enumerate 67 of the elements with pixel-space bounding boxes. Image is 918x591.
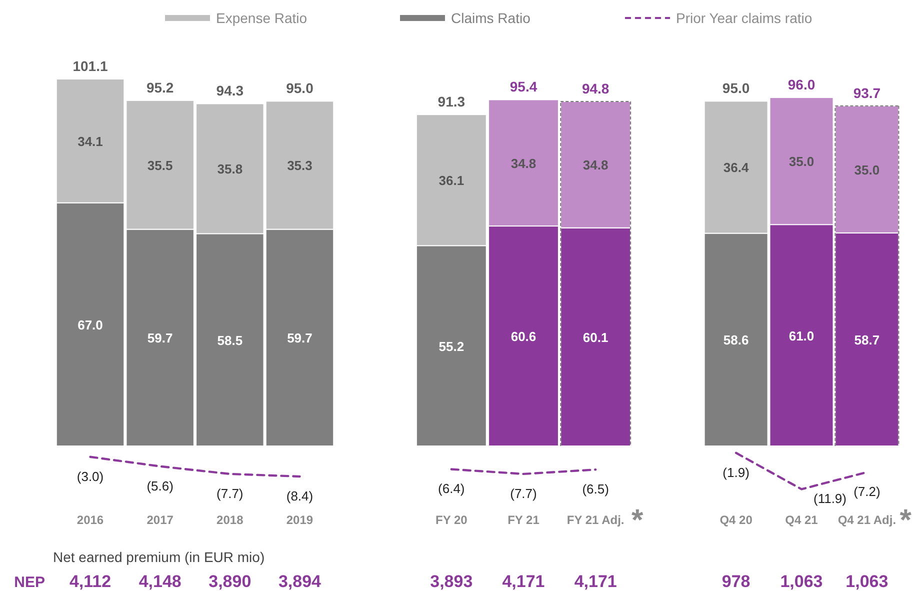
data-label: 35.3 [287, 158, 312, 174]
total-label: 95.4 [510, 78, 538, 95]
total-label: 95.2 [146, 79, 174, 96]
data-label: 36.1 [438, 173, 464, 188]
x-tick-label: FY 21 [508, 513, 540, 527]
total-label: 95.0 [722, 80, 750, 96]
data-label: 67.0 [78, 317, 103, 332]
data-label: 35.0 [854, 162, 880, 178]
text: * [900, 504, 912, 537]
x-tick-label: FY 20 [436, 513, 468, 527]
data-label: 35.0 [788, 154, 814, 170]
x-tick-label: Q4 21 Adj. [838, 513, 896, 527]
total-label: 94.3 [216, 82, 244, 99]
data-label: 58.7 [854, 332, 880, 348]
data-label: 58.6 [723, 332, 749, 348]
legend-label: Expense Ratio [216, 10, 308, 26]
data-label: 35.5 [147, 158, 173, 173]
data-label: (7.2) [854, 484, 880, 500]
text: Net earned premium (in EUR mio) [53, 549, 265, 565]
text: 3,894 [278, 572, 322, 591]
data-label: 34.1 [78, 134, 103, 149]
total-label: 101.1 [72, 58, 108, 74]
x-tick-label: 2018 [216, 513, 244, 527]
total-label: 93.7 [853, 84, 881, 101]
data-label: (11.9) [814, 491, 846, 506]
data-label: (5.6) [146, 478, 174, 494]
data-label: 34.8 [582, 158, 608, 173]
text: 3,893 [430, 572, 473, 591]
data-label: 35.8 [217, 162, 243, 177]
text: NEP [14, 574, 45, 591]
data-label: 34.8 [510, 156, 536, 171]
data-label: (1.9) [722, 464, 750, 480]
data-label: (7.7) [510, 486, 537, 501]
data-label: 36.4 [723, 160, 750, 176]
x-tick-label: 2017 [146, 513, 174, 527]
x-tick-label: 2019 [286, 513, 314, 527]
text: Claims Ratio [451, 10, 531, 26]
x-tick-label: 2016 [76, 513, 104, 527]
data-label: 55.2 [438, 338, 464, 354]
legend-label: Prior Year claims ratio [676, 10, 812, 26]
data-label: 59.7 [147, 330, 173, 346]
text: 978 [722, 572, 750, 591]
text: * [632, 504, 644, 537]
data-label: 58.5 [217, 332, 243, 348]
data-label: 61.0 [788, 328, 814, 344]
data-label: (3.0) [76, 468, 104, 484]
text: 4,148 [138, 572, 182, 591]
data-label: (6.5) [582, 482, 609, 497]
text: 1,063 [780, 572, 823, 591]
total-label: 94.8 [582, 80, 610, 97]
text: 1,063 [846, 572, 888, 591]
data-label: 60.6 [510, 329, 536, 344]
total-label: 95.0 [286, 80, 314, 96]
data-label: 59.7 [287, 330, 312, 346]
text: 4,112 [69, 572, 112, 591]
text: 4,171 [574, 572, 617, 591]
data-label: (8.4) [286, 488, 314, 504]
x-tick-label: FY 21 Adj. [566, 513, 624, 527]
text: 4,171 [502, 572, 545, 591]
total-label: 91.3 [438, 94, 466, 110]
total-label: 96.0 [788, 76, 816, 93]
text: 3,890 [208, 572, 252, 591]
data-label: 60.1 [582, 330, 608, 345]
x-tick-label: Q4 21 [785, 513, 818, 527]
data-label: (6.4) [438, 481, 465, 496]
data-label: (7.7) [216, 486, 244, 501]
x-tick-label: Q4 20 [720, 513, 753, 527]
